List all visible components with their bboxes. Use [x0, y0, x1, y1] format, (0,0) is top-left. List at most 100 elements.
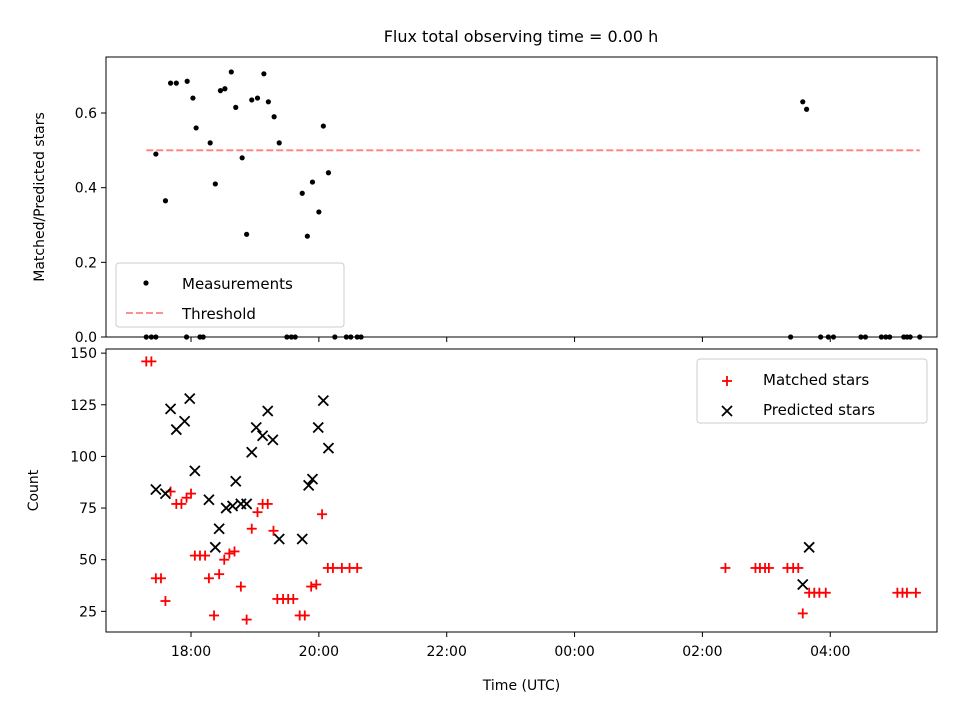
predicted-star-point — [302, 479, 315, 491]
predicted-star-point — [159, 487, 172, 500]
measurement-point — [173, 80, 179, 86]
matched-star-point — [203, 573, 214, 584]
y-tick-label: 0.2 — [75, 255, 97, 271]
matched-star-point — [793, 562, 804, 573]
matched-star-point — [763, 562, 774, 573]
matched-star-point — [288, 593, 299, 604]
measurement-point — [153, 151, 159, 157]
y-tick-label: 0.0 — [75, 330, 97, 346]
measurement-point — [299, 190, 305, 196]
matched-star-point — [241, 614, 252, 625]
measurement-point — [316, 209, 322, 215]
y-tick-label: 0.4 — [75, 181, 97, 197]
matched-star-point — [224, 548, 235, 559]
measurement-point — [325, 170, 332, 176]
y-axis-label: Count — [26, 469, 42, 511]
measurement-point — [320, 123, 326, 129]
measurement-point — [800, 99, 806, 105]
predicted-star-point — [317, 395, 329, 407]
predicted-star-point — [203, 494, 215, 506]
measurement-point — [207, 140, 213, 146]
measurement-point — [803, 106, 810, 112]
x-axis-label: Time (UTC) — [482, 678, 560, 694]
legend-box — [115, 262, 345, 328]
measurement-point — [162, 198, 169, 204]
matched-star-point — [209, 610, 220, 621]
measurement-point — [249, 97, 255, 103]
figure-title: Flux total observing time = 0.00 h — [384, 27, 659, 46]
y-tick-label: 150 — [70, 346, 97, 362]
predicted-star-point — [189, 465, 201, 477]
predicted-star-point — [240, 498, 253, 510]
x-tick-label: 22:00 — [427, 644, 467, 660]
predicted-star-point — [322, 442, 335, 454]
matched-star-point — [229, 546, 240, 557]
legend-box — [696, 358, 928, 424]
measurement-point — [233, 104, 239, 110]
predicted-star-point — [213, 523, 225, 535]
measurement-point — [212, 181, 218, 187]
y-tick-label: 0.6 — [75, 106, 97, 122]
predicted-star-point — [273, 533, 285, 545]
measurement-point — [271, 114, 277, 120]
predicted-star-point — [164, 403, 177, 415]
x-tick-label: 00:00 — [554, 644, 594, 660]
predicted-star-point — [220, 502, 232, 514]
matched-star-point — [146, 356, 157, 367]
matched-star-point — [186, 488, 197, 499]
measurement-point — [304, 233, 310, 239]
matched-star-point — [252, 507, 263, 518]
x-tick-label: 04:00 — [810, 644, 850, 660]
matched-star-point — [352, 562, 363, 573]
predicted-star-point — [230, 475, 242, 487]
legend: Measurements Threshold — [115, 262, 345, 328]
x-tick-label: 20:00 — [299, 644, 339, 660]
matched-star-point — [311, 579, 322, 590]
measurement-point — [244, 231, 250, 237]
predicted-star-point — [267, 434, 279, 446]
matched-star-point — [219, 554, 230, 565]
measurement-point — [239, 155, 245, 161]
measurement-point — [222, 86, 228, 92]
matched-star-point — [820, 587, 831, 598]
y-axis-label: Matched/Predicted stars — [32, 112, 48, 282]
matched-star-point — [327, 562, 338, 573]
predicted-star-point — [306, 473, 319, 485]
matched-star-point — [200, 550, 211, 561]
measurement-point — [190, 95, 196, 101]
count-panel: 25 50 75 100 125 150 18:00 20:00 22:00 00:00 02:00… — [26, 346, 938, 694]
legend-label: Measurements — [182, 275, 293, 293]
predicted-star-point — [312, 421, 324, 434]
matched-star-point — [299, 610, 310, 621]
matched-star-point — [155, 573, 166, 584]
y-tick-label: 50 — [79, 553, 97, 569]
measurement-point — [276, 140, 282, 146]
predicted-star-point — [246, 446, 258, 458]
legend: Matched stars Predicted stars — [696, 358, 928, 424]
measurement-point — [309, 179, 316, 185]
predicted-star-point — [226, 500, 239, 512]
legend-label: Threshold — [181, 305, 256, 323]
legend-predicted-marker — [721, 405, 733, 417]
axes-frame — [105, 56, 938, 338]
y-tick-label: 25 — [79, 604, 97, 620]
predicted-star-point — [184, 392, 196, 405]
predicted-star-point — [250, 421, 262, 434]
plot-area — [141, 356, 921, 625]
legend-label: Matched stars — [763, 371, 869, 389]
predicted-star-point — [262, 405, 274, 417]
x-tick-label: 18:00 — [171, 644, 211, 660]
predicted-star-point — [150, 483, 162, 496]
measurement-point — [184, 78, 190, 84]
legend-label: Predicted stars — [763, 401, 875, 419]
y-tick-label: 100 — [70, 449, 97, 465]
matched-star-point — [214, 569, 225, 580]
measurement-point — [261, 71, 267, 77]
y-tick-label: 75 — [79, 501, 97, 517]
predicted-star-point — [209, 541, 221, 553]
legend-measurement-marker — [143, 280, 149, 286]
matched-star-point — [901, 587, 912, 598]
matched-star-point — [262, 498, 273, 509]
matched-star-point — [720, 562, 731, 573]
